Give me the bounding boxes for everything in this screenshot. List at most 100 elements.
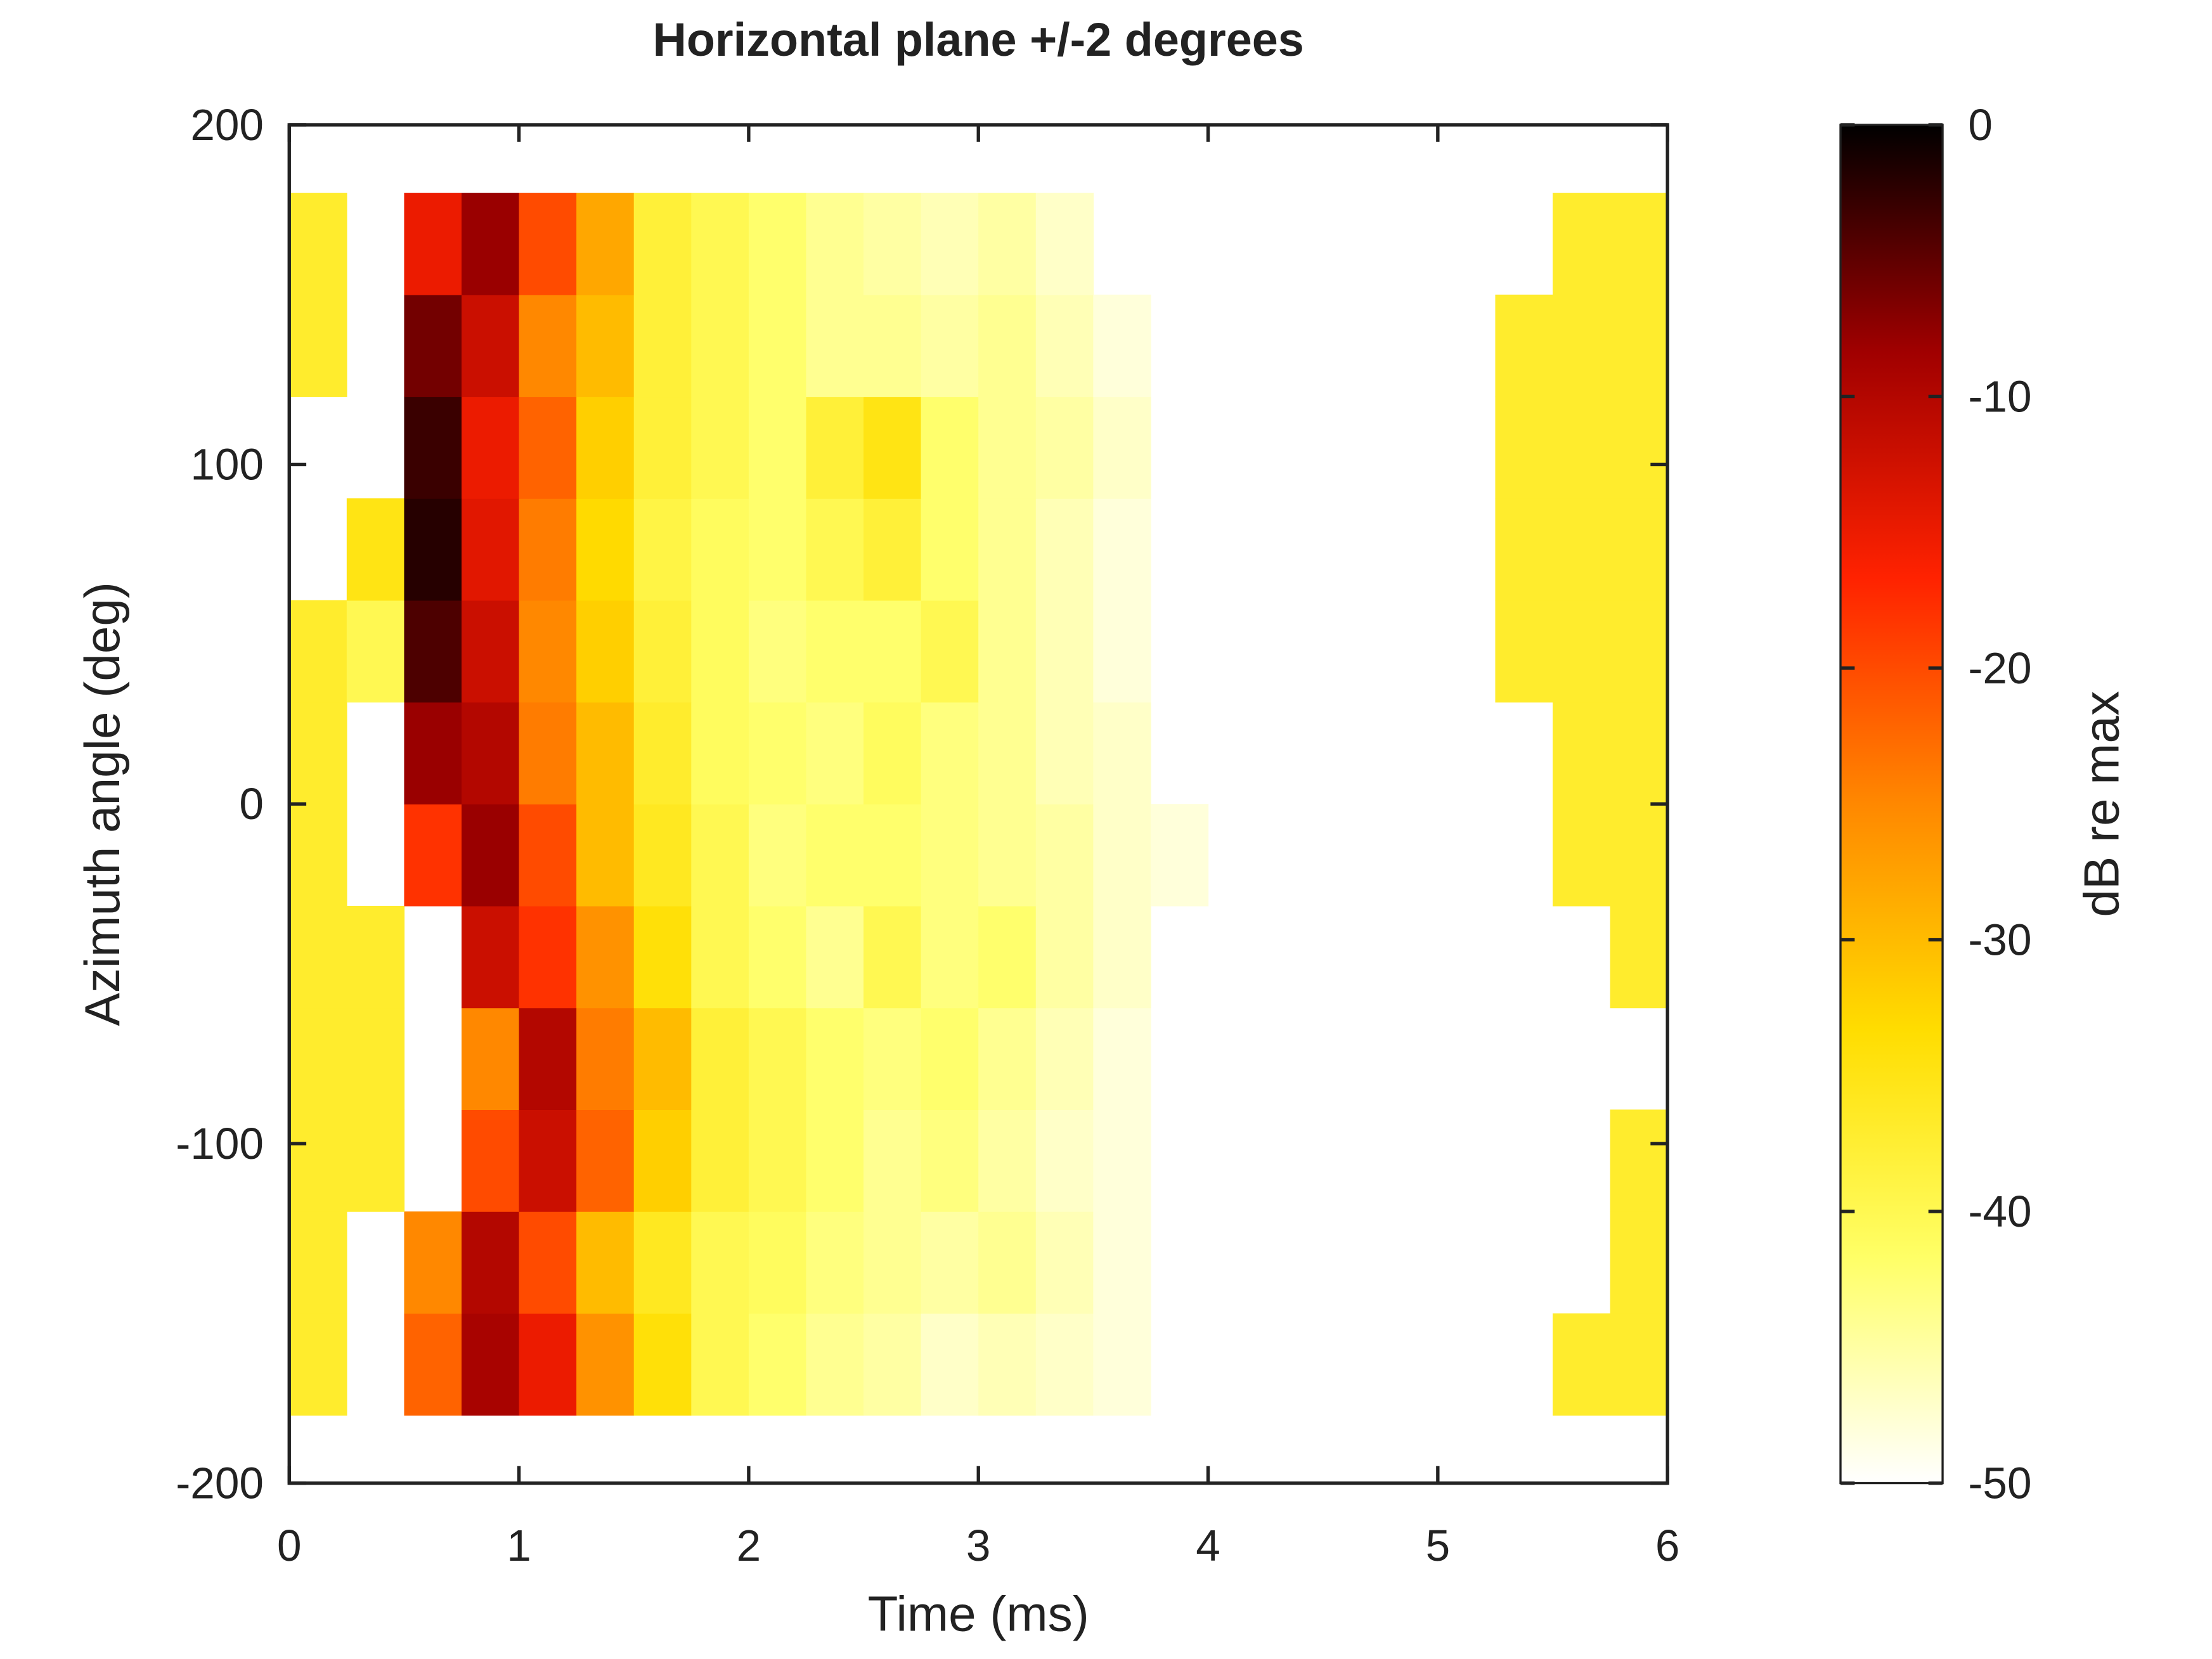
heatmap-cell (519, 1313, 577, 1416)
heatmap-cell (1610, 1211, 1668, 1314)
heatmap-cell (748, 600, 807, 703)
heatmap-cell (863, 1007, 922, 1110)
heatmap-cell (404, 804, 462, 907)
heatmap-cell (1093, 396, 1151, 499)
x-tick-label: 3 (966, 1521, 991, 1570)
heatmap-cell (1610, 600, 1668, 703)
heatmap-cell (691, 294, 749, 397)
heatmap-cell (1495, 600, 1553, 703)
heatmap-cell (1035, 1211, 1094, 1314)
heatmap-cell (404, 498, 462, 601)
heatmap-cell (691, 1109, 749, 1212)
heatmap-cell (978, 804, 1037, 907)
heatmap-cell (1035, 600, 1094, 703)
colorbar (1839, 124, 1944, 1485)
heatmap-cell (691, 1313, 749, 1416)
heatmap-cell (519, 702, 577, 804)
heatmap-cell (1035, 804, 1094, 907)
heatmap-cell (863, 294, 922, 397)
heatmap-cell (519, 804, 577, 907)
y-tick-label: -100 (176, 1119, 264, 1168)
heatmap-cell (921, 1007, 979, 1110)
x-tick-label: 2 (737, 1521, 761, 1570)
heatmap-cell (289, 1313, 347, 1416)
x-tick-label: 1 (507, 1521, 531, 1570)
heatmap-cell (1495, 294, 1553, 397)
heatmap-cell (1035, 1007, 1094, 1110)
heatmap-cell (1610, 905, 1668, 1009)
heatmap-cell (806, 702, 864, 804)
heatmap-cell (461, 193, 520, 295)
heatmap-cell (289, 1109, 347, 1212)
heatmap-cell (289, 905, 347, 1009)
heatmap-cell (289, 702, 347, 804)
heatmap-cell (863, 702, 922, 804)
heatmap-cell (748, 1313, 807, 1416)
heatmap-cell (748, 396, 807, 499)
heatmap-cell (1610, 1109, 1668, 1212)
heatmap-cell (863, 1109, 922, 1212)
colorbar-label: dB re max (2074, 691, 2130, 917)
heatmap-cell (289, 1007, 347, 1110)
heatmap-cell (863, 804, 922, 907)
heatmap-cell (1093, 905, 1151, 1009)
heatmap-cell (633, 1313, 692, 1416)
heatmap-cell (863, 498, 922, 601)
heatmap-cell (576, 193, 635, 295)
heatmap-cell (1093, 1109, 1151, 1212)
heatmap-cell (921, 294, 979, 397)
heatmap-cell (633, 600, 692, 703)
heatmap-cell (921, 702, 979, 804)
heatmap-cell (633, 702, 692, 804)
heatmap-cell (748, 804, 807, 907)
heatmap-cell (1610, 193, 1668, 295)
y-tick-label: 0 (239, 779, 264, 829)
heatmap-cell (1553, 702, 1611, 804)
heatmap-cell (633, 498, 692, 601)
y-tick-label: -200 (176, 1459, 264, 1508)
heatmap-cell (1495, 396, 1553, 499)
heatmap-cell (346, 1007, 405, 1110)
heatmap-cell (806, 396, 864, 499)
heatmap-cell (921, 193, 979, 295)
heatmap-cell (519, 498, 577, 601)
heatmap-cell (1035, 193, 1094, 295)
heatmap-cell (461, 1109, 520, 1212)
heatmap-cell (1610, 396, 1668, 499)
heatmap-cell (576, 804, 635, 907)
heatmap-cell (863, 600, 922, 703)
heatmap-cell (289, 1211, 347, 1314)
heatmap-cell (748, 498, 807, 601)
heatmap-cell (1553, 600, 1611, 703)
heatmap-cell (346, 905, 405, 1009)
heatmap-cell (1035, 1313, 1094, 1416)
heatmap-cell (461, 498, 520, 601)
heatmap-cell (748, 193, 807, 295)
heatmap-cell (921, 1313, 979, 1416)
heatmap-cell (1553, 193, 1611, 295)
heatmap-cell (461, 294, 520, 397)
heatmap-cell (404, 193, 462, 295)
heatmap-cell (978, 702, 1037, 804)
heatmap-cell (461, 702, 520, 804)
heatmap-cell (978, 193, 1037, 295)
heatmap-cell (461, 600, 520, 703)
heatmap-cell (576, 1313, 635, 1416)
heatmap-cell (576, 294, 635, 397)
heatmap-cell (519, 1211, 577, 1314)
heatmap-cell (863, 396, 922, 499)
heatmap-cell (806, 193, 864, 295)
heatmap-cell (921, 905, 979, 1009)
colorbar-tick-label: -20 (1968, 643, 2031, 693)
heatmap-cell (978, 498, 1037, 601)
heatmap-cell (461, 804, 520, 907)
heatmap-cell (1150, 804, 1209, 907)
heatmap-cell (519, 1109, 577, 1212)
heatmap-cell (748, 1109, 807, 1212)
x-tick-label: 4 (1196, 1521, 1220, 1570)
heatmap-cell (806, 498, 864, 601)
x-tick-label: 0 (277, 1521, 302, 1570)
x-tick-label: 5 (1426, 1521, 1451, 1570)
